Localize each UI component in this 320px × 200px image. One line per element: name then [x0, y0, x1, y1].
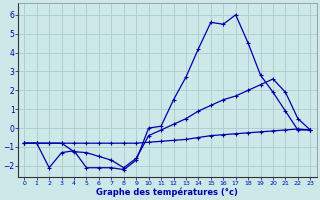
X-axis label: Graphe des températures (°c): Graphe des températures (°c): [96, 187, 238, 197]
